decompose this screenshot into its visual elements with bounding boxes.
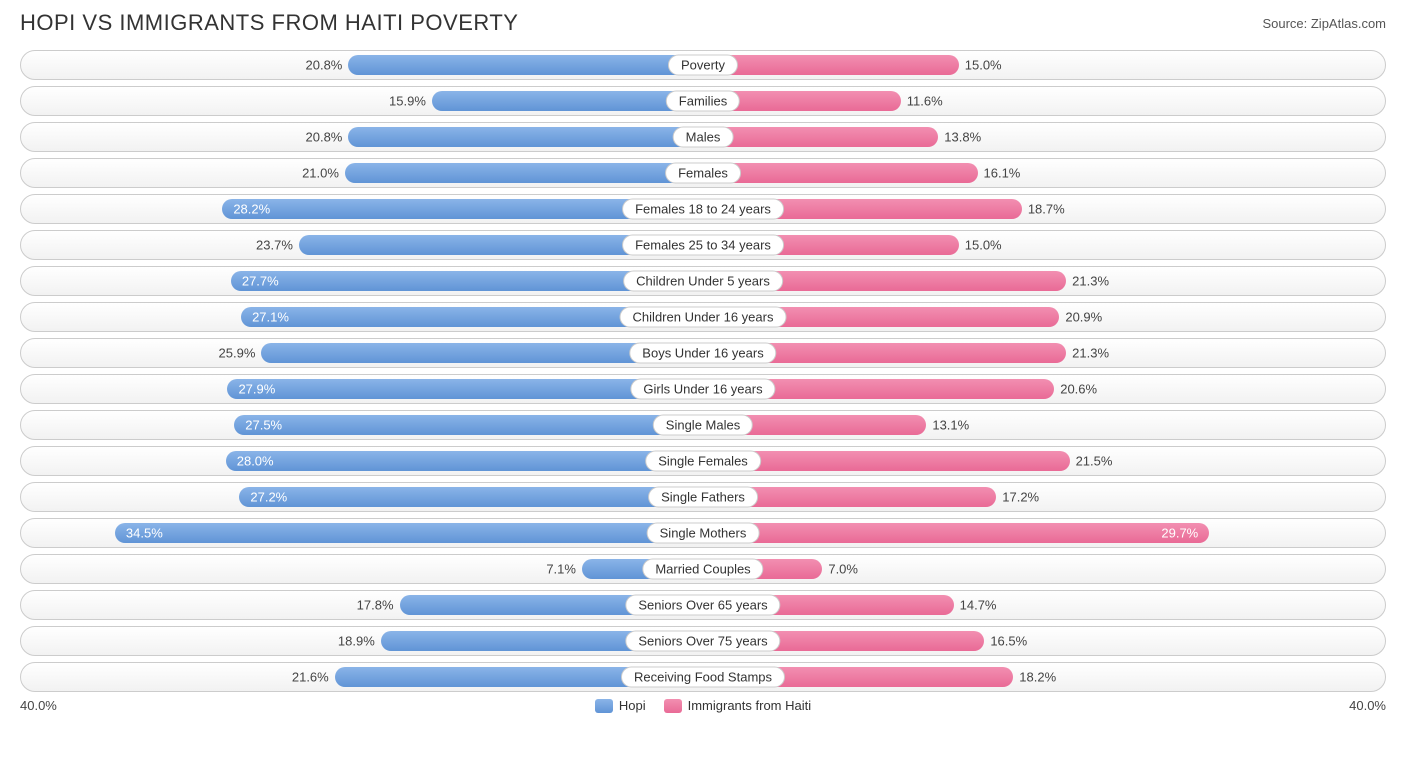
swatch-pink-icon bbox=[664, 699, 682, 713]
header: HOPI VS IMMIGRANTS FROM HAITI POVERTY So… bbox=[20, 10, 1386, 36]
left-bar bbox=[239, 487, 703, 507]
left-value-label: 17.8% bbox=[357, 598, 394, 613]
bar-row: 20.8% 15.0% Poverty bbox=[20, 50, 1386, 80]
category-label: Children Under 16 years bbox=[620, 307, 787, 328]
axis-max-right: 40.0% bbox=[1349, 698, 1386, 713]
right-value-label: 21.3% bbox=[1072, 274, 1109, 289]
bar-row: 27.9% 20.6% Girls Under 16 years bbox=[20, 374, 1386, 404]
bar-row: 21.6% 18.2% Receiving Food Stamps bbox=[20, 662, 1386, 692]
right-value-label: 18.7% bbox=[1028, 202, 1065, 217]
legend-right-label: Immigrants from Haiti bbox=[688, 698, 812, 713]
category-label: Seniors Over 75 years bbox=[625, 631, 780, 652]
left-value-label: 27.9% bbox=[238, 382, 275, 397]
category-label: Families bbox=[666, 91, 740, 112]
left-value-label: 27.2% bbox=[250, 490, 287, 505]
left-value-label: 34.5% bbox=[126, 526, 163, 541]
right-value-label: 18.2% bbox=[1019, 670, 1056, 685]
right-value-label: 14.7% bbox=[960, 598, 997, 613]
category-label: Poverty bbox=[668, 55, 738, 76]
right-bar bbox=[703, 127, 938, 147]
bar-row: 34.5% 29.7% Single Mothers bbox=[20, 518, 1386, 548]
bar-row: 27.1% 20.9% Children Under 16 years bbox=[20, 302, 1386, 332]
category-label: Married Couples bbox=[642, 559, 763, 580]
right-value-label: 21.3% bbox=[1072, 346, 1109, 361]
right-value-label: 29.7% bbox=[1161, 526, 1198, 541]
right-value-label: 15.0% bbox=[965, 58, 1002, 73]
left-value-label: 20.8% bbox=[306, 58, 343, 73]
bar-row: 7.1% 7.0% Married Couples bbox=[20, 554, 1386, 584]
right-value-label: 11.6% bbox=[907, 94, 943, 109]
legend-item-left: Hopi bbox=[595, 698, 646, 713]
left-bar bbox=[432, 91, 703, 111]
category-label: Children Under 5 years bbox=[623, 271, 783, 292]
right-value-label: 13.8% bbox=[944, 130, 981, 145]
bar-row: 28.0% 21.5% Single Females bbox=[20, 446, 1386, 476]
category-label: Males bbox=[673, 127, 734, 148]
left-value-label: 27.1% bbox=[252, 310, 289, 325]
left-bar bbox=[115, 523, 703, 543]
bar-row: 20.8% 13.8% Males bbox=[20, 122, 1386, 152]
chart-footer: 40.0% Hopi Immigrants from Haiti 40.0% bbox=[20, 698, 1386, 713]
legend-item-right: Immigrants from Haiti bbox=[664, 698, 812, 713]
right-bar bbox=[703, 163, 978, 183]
bar-row: 25.9% 21.3% Boys Under 16 years bbox=[20, 338, 1386, 368]
bar-row: 15.9% 11.6% Families bbox=[20, 86, 1386, 116]
left-bar bbox=[345, 163, 703, 183]
left-bar bbox=[226, 451, 703, 471]
right-value-label: 16.5% bbox=[990, 634, 1027, 649]
category-label: Receiving Food Stamps bbox=[621, 667, 785, 688]
bar-row: 27.5% 13.1% Single Males bbox=[20, 410, 1386, 440]
bar-row: 18.9% 16.5% Seniors Over 75 years bbox=[20, 626, 1386, 656]
left-value-label: 25.9% bbox=[219, 346, 256, 361]
left-value-label: 21.0% bbox=[302, 166, 339, 181]
category-label: Single Mothers bbox=[647, 523, 760, 544]
category-label: Females 25 to 34 years bbox=[622, 235, 784, 256]
left-bar bbox=[348, 127, 703, 147]
chart-title: HOPI VS IMMIGRANTS FROM HAITI POVERTY bbox=[20, 10, 518, 36]
category-label: Seniors Over 65 years bbox=[625, 595, 780, 616]
category-label: Single Females bbox=[645, 451, 761, 472]
left-value-label: 27.7% bbox=[242, 274, 279, 289]
category-label: Females bbox=[665, 163, 741, 184]
right-value-label: 16.1% bbox=[984, 166, 1021, 181]
left-value-label: 21.6% bbox=[292, 670, 329, 685]
left-bar bbox=[234, 415, 703, 435]
source-attribution: Source: ZipAtlas.com bbox=[1262, 16, 1386, 31]
legend-left-label: Hopi bbox=[619, 698, 646, 713]
bar-row: 23.7% 15.0% Females 25 to 34 years bbox=[20, 230, 1386, 260]
right-value-label: 17.2% bbox=[1002, 490, 1039, 505]
left-bar bbox=[348, 55, 703, 75]
category-label: Single Fathers bbox=[648, 487, 758, 508]
category-label: Girls Under 16 years bbox=[630, 379, 775, 400]
left-value-label: 23.7% bbox=[256, 238, 293, 253]
bar-row: 21.0% 16.1% Females bbox=[20, 158, 1386, 188]
left-value-label: 20.8% bbox=[306, 130, 343, 145]
right-value-label: 7.0% bbox=[828, 562, 858, 577]
right-bar bbox=[703, 55, 959, 75]
bar-row: 28.2% 18.7% Females 18 to 24 years bbox=[20, 194, 1386, 224]
legend: Hopi Immigrants from Haiti bbox=[595, 698, 811, 713]
bar-row: 27.7% 21.3% Children Under 5 years bbox=[20, 266, 1386, 296]
left-value-label: 15.9% bbox=[389, 94, 426, 109]
left-value-label: 28.2% bbox=[233, 202, 270, 217]
category-label: Single Males bbox=[653, 415, 753, 436]
bar-row: 27.2% 17.2% Single Fathers bbox=[20, 482, 1386, 512]
right-value-label: 20.6% bbox=[1060, 382, 1097, 397]
axis-max-left: 40.0% bbox=[20, 698, 57, 713]
right-value-label: 13.1% bbox=[932, 418, 969, 433]
bar-row: 17.8% 14.7% Seniors Over 65 years bbox=[20, 590, 1386, 620]
left-value-label: 18.9% bbox=[338, 634, 375, 649]
diverging-bar-chart: 20.8% 15.0% Poverty 15.9% 11.6% Families 20.8%… bbox=[20, 50, 1386, 692]
swatch-blue-icon bbox=[595, 699, 613, 713]
left-value-label: 27.5% bbox=[245, 418, 282, 433]
category-label: Boys Under 16 years bbox=[629, 343, 776, 364]
left-value-label: 28.0% bbox=[237, 454, 274, 469]
category-label: Females 18 to 24 years bbox=[622, 199, 784, 220]
left-value-label: 7.1% bbox=[546, 562, 576, 577]
right-value-label: 21.5% bbox=[1076, 454, 1113, 469]
right-value-label: 20.9% bbox=[1065, 310, 1102, 325]
right-value-label: 15.0% bbox=[965, 238, 1002, 253]
right-bar bbox=[703, 523, 1209, 543]
